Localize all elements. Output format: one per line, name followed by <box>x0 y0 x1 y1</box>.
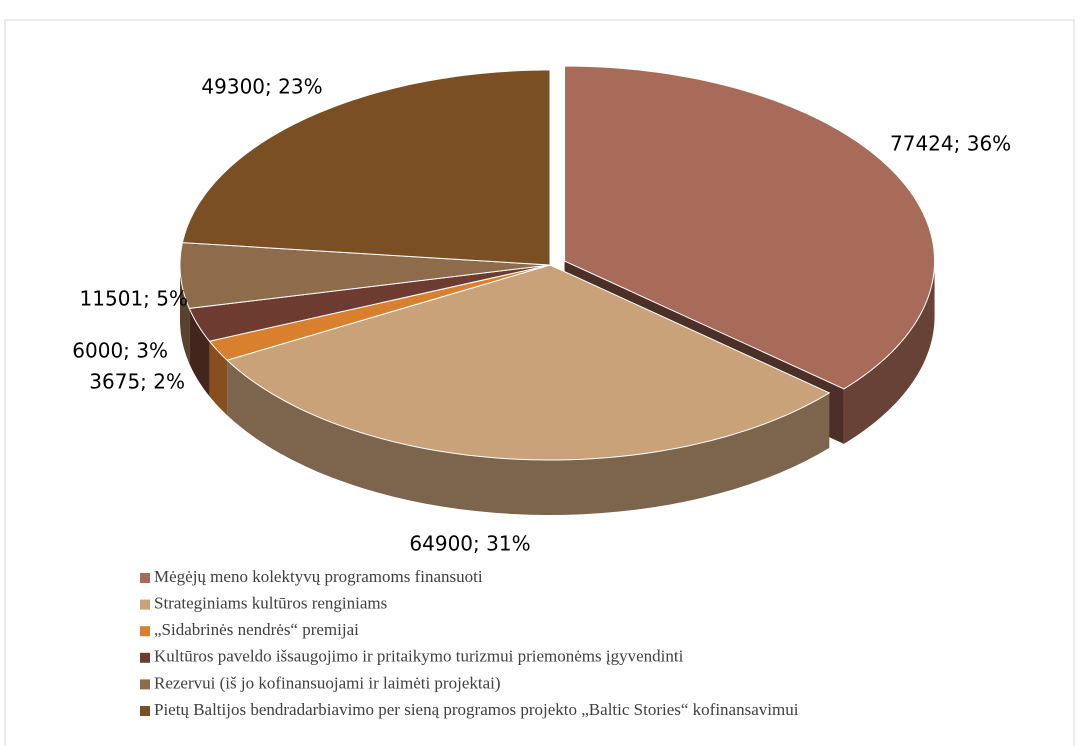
legend-swatch <box>140 626 150 637</box>
legend-swatch <box>140 679 150 690</box>
pie-slice-side <box>180 265 190 364</box>
legend-label: Strateginiams kultūros renginiams <box>154 594 387 613</box>
legend-swatch <box>140 652 150 663</box>
data-label: 49300; 23% <box>201 75 322 99</box>
pie-slice <box>226 264 831 461</box>
pie-slice-side <box>209 341 228 416</box>
legend-swatch <box>140 573 150 583</box>
legend-label: Rezervui (iš jo kofinansuojami ir laimėt… <box>154 673 501 692</box>
pie-slice <box>181 69 551 266</box>
pie-slice <box>564 65 936 390</box>
data-label: 6000; 3% <box>72 339 168 363</box>
pie-slice <box>208 264 551 361</box>
data-label: 3675; 2% <box>89 370 185 394</box>
legend-swatch <box>140 599 150 610</box>
data-label: 64900; 31% <box>409 532 530 556</box>
pie-slice <box>179 242 551 309</box>
legend-label: Mėgėjų meno kolektyvų programoms finansu… <box>154 567 483 586</box>
pie-slice-side <box>189 308 210 397</box>
data-label: 77424; 36% <box>890 132 1011 156</box>
data-label: 11501; 5% <box>80 287 188 311</box>
legend-label: Kultūros paveldo išsaugojimo ir pritaiky… <box>154 647 684 666</box>
pie-slice-side <box>843 261 935 444</box>
legend-label: „Sidabrinės nendrės“ premijai <box>154 620 359 639</box>
pie-slice <box>188 264 551 342</box>
legend-swatch <box>140 706 150 716</box>
pie-slice-side <box>227 360 830 515</box>
legend-label: Pietų Baltijos bendradarbiavimo per sien… <box>154 700 799 719</box>
